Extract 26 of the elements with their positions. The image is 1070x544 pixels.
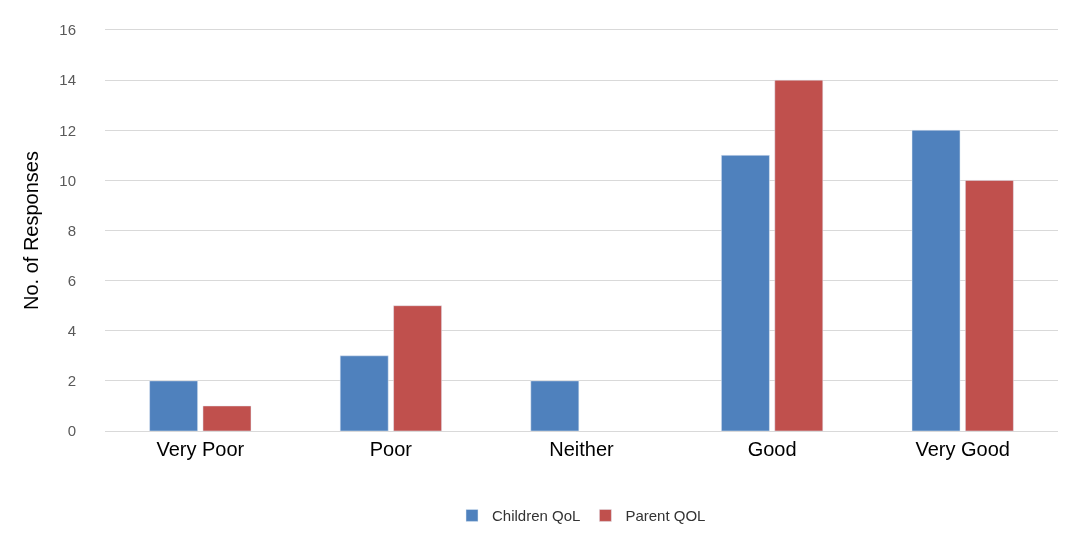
bar	[965, 180, 1014, 431]
y-tick-label: 14	[59, 71, 76, 89]
bar	[774, 79, 824, 431]
y-axis-title: No. of Responses	[19, 151, 42, 310]
legend-label: Parent QOL	[625, 507, 706, 525]
y-tick-label: 4	[67, 322, 76, 339]
y-tick-label: 12	[59, 121, 76, 139]
y-tick-label: 8	[67, 221, 76, 239]
y-tick-label: 16	[59, 21, 76, 39]
legend-label: Children QoL	[492, 507, 581, 525]
y-tick-label: 2	[67, 372, 76, 390]
bar	[393, 305, 442, 431]
bar	[721, 155, 770, 431]
x-tick-label: Poor	[369, 438, 413, 460]
y-tick-label: 0	[67, 422, 76, 440]
bar	[339, 355, 389, 431]
x-tick-label: Good	[747, 438, 797, 460]
bar	[911, 130, 961, 431]
x-tick-label: Neither	[549, 438, 615, 460]
y-tick-label: 10	[59, 171, 76, 189]
y-tick-label: 6	[67, 271, 76, 289]
bar	[530, 380, 580, 431]
x-tick-label: Very Poor	[156, 438, 245, 460]
x-tick-label: Very Good	[915, 438, 1010, 460]
bar	[202, 405, 252, 431]
bar	[149, 380, 198, 431]
